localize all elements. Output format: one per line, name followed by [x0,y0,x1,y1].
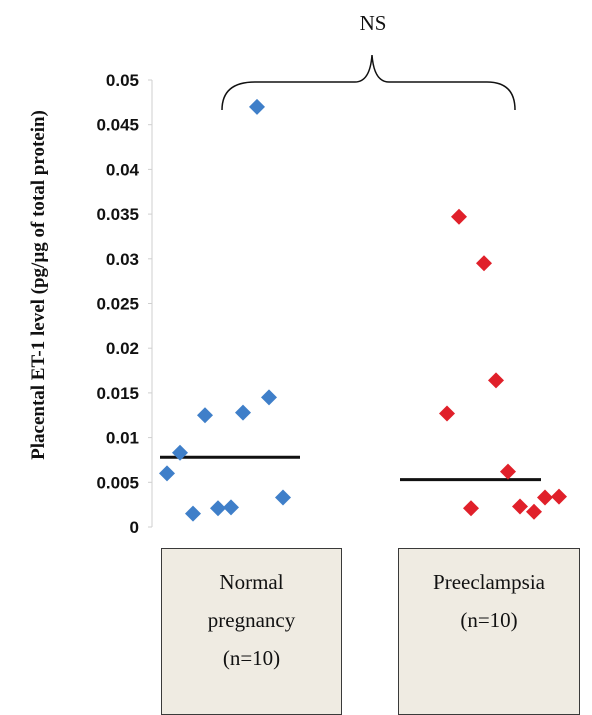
y-tick-label: 0.015 [96,384,139,403]
data-point [261,389,277,406]
group-label-line: Normal [219,570,284,594]
group-box-preeclampsia: Preeclampsia (n=10) [398,548,580,715]
data-point [275,489,291,506]
data-point [185,505,201,522]
data-point [223,499,239,516]
group-box-normal-pregnancy: Normal pregnancy (n=10) [161,548,342,715]
data-point [537,489,553,506]
data-point [439,405,455,422]
data-point [235,404,251,421]
y-tick-label: 0.05 [106,71,139,90]
y-tick-label: 0.01 [106,429,139,448]
data-point [551,488,567,505]
y-tick-label: 0.045 [96,116,139,135]
y-tick-label: 0.005 [96,473,139,492]
significance-bracket [221,54,516,111]
data-point [526,503,542,520]
data-point [488,372,504,389]
data-point [500,463,516,480]
y-axis-label: Placental ET-1 level (pg/µg of total pro… [28,110,49,460]
scatter-chart: Placental ET-1 level (pg/µg of total pro… [28,11,567,537]
data-point [451,208,467,225]
y-tick-label: 0.03 [106,250,139,269]
data-point [197,407,213,424]
y-tick-label: 0.035 [96,205,139,224]
y-tick-label: 0 [130,518,139,537]
data-point [249,98,265,115]
group-label-line: (n=10) [460,608,518,632]
significance-label: NS [360,11,387,35]
data-point [512,498,528,515]
y-tick-label: 0.025 [96,295,139,314]
data-point [463,500,479,517]
group-label-line: pregnancy [207,608,296,632]
y-tick-label: 0.02 [106,339,139,358]
group-label-line: (n=10) [222,646,281,670]
data-point [210,500,226,517]
data-point [476,255,492,272]
data-point [172,444,188,461]
group-label-line: Preeclampsia [433,570,545,594]
y-tick-label: 0.04 [106,160,140,179]
data-point [159,465,175,482]
